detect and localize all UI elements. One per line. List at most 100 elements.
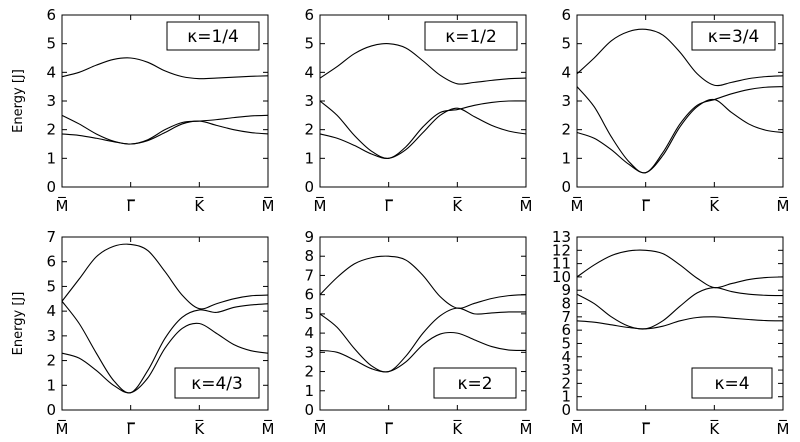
y-tick-label: 4 (561, 63, 571, 81)
band-curve-1 (576, 249, 784, 289)
plot-frame (319, 236, 527, 411)
y-axis-title: Energy [J] (11, 69, 26, 133)
x-tick-label: K̅ (194, 419, 205, 438)
x-tick-label: M̅ (520, 419, 533, 438)
y-tick-label: 6 (304, 286, 314, 304)
band-curve-1 (319, 43, 527, 85)
band-panel-1: 0 1 2 3 4 5 6 M̅ Γ̅ K̅ M̅ Energy [J] κ=1/4 (11, 6, 274, 215)
y-tick-label: 5 (304, 35, 314, 53)
y-tick-label: 9 (561, 281, 571, 299)
kappa-label: κ=2 (457, 374, 492, 394)
y-tick-label: 7 (46, 228, 56, 246)
y-tick-label: 6 (46, 6, 56, 24)
kappa-label-box (424, 21, 518, 51)
x-tick-label: Γ̅ (641, 197, 650, 215)
x-tick-label: Γ̅ (384, 197, 393, 215)
band-curve-2 (576, 287, 784, 330)
y-tick-label: 2 (304, 363, 314, 381)
y-tick-label: 5 (561, 334, 571, 352)
y-tick-label: 4 (46, 63, 56, 81)
y-tick-label: 6 (46, 253, 56, 271)
band-curve-2 (576, 86, 784, 174)
y-tick-label: 12 (552, 241, 571, 259)
y-tick-label: 1 (46, 149, 56, 167)
kappa-label: κ=1/2 (445, 27, 497, 47)
x-tick-label: Γ̅ (126, 197, 135, 215)
y-tick-label: 0 (304, 178, 314, 196)
x-tick-label: Γ̅ (641, 420, 650, 438)
band-curve-2 (319, 307, 527, 373)
y-tick-label: 1 (304, 382, 314, 400)
x-tick-label: K̅ (452, 196, 463, 215)
y-tick-label: 2 (46, 121, 56, 139)
y-tick-label: 3 (46, 327, 56, 345)
x-tick-label: M̅ (56, 419, 69, 438)
x-tick-label: Γ̅ (384, 420, 393, 438)
x-tick-label: K̅ (709, 419, 720, 438)
band-curve-3 (61, 322, 269, 394)
kappa-label-box (691, 21, 776, 51)
kappa-label-box (433, 367, 517, 399)
y-tick-label: 2 (46, 352, 56, 370)
y-tick-label: 11 (552, 255, 571, 273)
kappa-label: κ=4 (714, 374, 749, 394)
y-tick-label: 2 (561, 121, 571, 139)
x-tick-label: M̅ (262, 419, 275, 438)
band-curve-2 (61, 300, 269, 394)
y-tick-label: 8 (561, 295, 571, 313)
y-tick-label: 1 (46, 376, 56, 394)
y-tick-label: 5 (304, 305, 314, 323)
y-tick-label: 4 (561, 348, 571, 366)
y-tick-label: 2 (304, 121, 314, 139)
y-tick-label: 5 (46, 35, 56, 53)
x-tick-label: Γ̅ (126, 420, 135, 438)
kappa-label-box (174, 367, 260, 399)
y-tick-label: 6 (561, 321, 571, 339)
x-tick-label: M̅ (777, 419, 790, 438)
kappa-label-box (166, 21, 260, 51)
kappa-label-box (691, 367, 773, 399)
y-tick-label: 7 (561, 308, 571, 326)
x-tick-label: K̅ (194, 196, 205, 215)
y-tick-label: 0 (561, 178, 571, 196)
y-tick-label: 1 (561, 388, 571, 406)
y-tick-label: 2 (561, 374, 571, 392)
y-tick-label: 8 (304, 247, 314, 265)
band-panel-4: 0 1 2 3 4 5 6 7 M̅ Γ̅ K̅ M̅ Energy [J] κ=4/3 (11, 228, 274, 438)
x-tick-label: M̅ (314, 196, 327, 215)
band-curve-3 (61, 120, 269, 145)
band-curve-1 (61, 57, 269, 80)
y-axis-title: Energy [J] (11, 292, 26, 356)
x-tick-label: M̅ (56, 196, 69, 215)
y-tick-label: 4 (304, 324, 314, 342)
y-tick-label: 6 (304, 6, 314, 24)
x-tick-label: M̅ (571, 196, 584, 215)
plot-frame (576, 236, 784, 411)
y-tick-label: 0 (46, 178, 56, 196)
y-tick-label: 4 (304, 63, 314, 81)
y-tick-label: 3 (46, 92, 56, 110)
band-curve-2 (61, 114, 269, 145)
x-tick-label: M̅ (520, 196, 533, 215)
kappa-label: κ=4/3 (191, 374, 243, 394)
y-tick-label: 7 (304, 266, 314, 284)
kappa-label: κ=3/4 (708, 27, 760, 47)
y-tick-label: 3 (561, 92, 571, 110)
y-tick-label: 10 (552, 268, 571, 286)
y-tick-label: 6 (561, 6, 571, 24)
y-tick-label: 9 (304, 228, 314, 246)
x-tick-label: M̅ (262, 196, 275, 215)
plot-frame (61, 236, 269, 411)
y-tick-label: 0 (304, 401, 314, 419)
x-tick-label: M̅ (571, 419, 584, 438)
x-tick-label: M̅ (777, 196, 790, 215)
y-tick-label: 3 (561, 361, 571, 379)
x-tick-label: M̅ (314, 419, 327, 438)
y-tick-label: 13 (552, 228, 571, 246)
band-curve-3 (576, 98, 784, 174)
y-tick-label: 1 (561, 149, 571, 167)
band-curve-3 (319, 107, 527, 159)
